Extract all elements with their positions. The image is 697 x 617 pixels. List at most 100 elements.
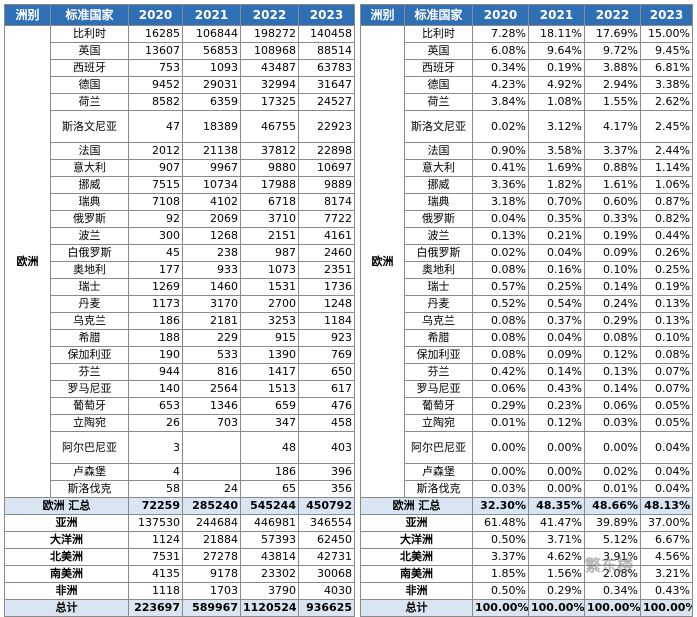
table-row: 卢森堡 4 186 396	[5, 463, 355, 481]
table-row: 大洋洲 1124 21884 57393 62450	[4, 531, 355, 549]
value-cell: 244684	[182, 514, 241, 532]
value-cell: 0.00%	[472, 431, 529, 464]
value-cell: 0.06%	[472, 380, 529, 398]
value-cell: 0.13%	[640, 312, 693, 330]
table-row: 非洲 0.50% 0.29% 0.34% 0.43%	[360, 582, 693, 600]
value-cell: 3	[128, 431, 183, 464]
value-cell: 7.28%	[472, 25, 529, 43]
country-cell: 阿尔巴尼亚	[404, 431, 473, 464]
country-cell: 斯洛伐克	[50, 480, 129, 498]
region-cell: 亚洲	[4, 514, 129, 532]
value-cell: 3.84%	[472, 93, 529, 111]
value-cell: 0.14%	[584, 278, 641, 296]
value-cell: 1120524	[240, 599, 299, 617]
table-row: 奥地利 0.08% 0.16% 0.10% 0.25%	[361, 261, 693, 279]
value-cell: 0.00%	[584, 431, 641, 464]
value-cell: 659	[240, 397, 299, 415]
region-cell: 非洲	[360, 582, 473, 600]
table-row: 斯洛文尼亚 47 18389 46755 22923	[5, 110, 355, 143]
value-cell: 933	[182, 261, 241, 279]
value-cell: 4161	[298, 227, 355, 245]
value-cell: 915	[240, 329, 299, 347]
region-cell: 欧洲	[360, 25, 405, 498]
table-row: 瑞典 7108 4102 6718 8174	[5, 193, 355, 211]
value-cell: 2.45%	[640, 110, 693, 143]
value-cell: 0.35%	[528, 210, 585, 228]
value-cell: 936625	[298, 599, 355, 617]
value-cell: 285240	[182, 497, 241, 515]
value-cell: 0.08%	[472, 261, 529, 279]
value-cell: 346554	[298, 514, 355, 532]
table-row: 欧洲 比利时 16285 106844 198272 140458	[4, 25, 355, 498]
value-cell: 0.01%	[584, 480, 641, 498]
value-cell: 0.04%	[640, 480, 693, 498]
value-cell: 4.23%	[472, 76, 529, 94]
value-cell: 2151	[240, 227, 299, 245]
value-cell: 100.00%	[472, 599, 529, 617]
country-cell: 乌克兰	[404, 312, 473, 330]
value-cell: 396	[298, 463, 355, 481]
country-cell: 瑞典	[404, 193, 473, 211]
value-cell: 26	[128, 414, 183, 432]
value-cell: 39.89%	[584, 514, 641, 532]
value-cell: 48.66%	[584, 497, 641, 515]
value-cell: 92	[128, 210, 183, 228]
value-cell: 0.06%	[584, 397, 641, 415]
table-row: 希腊 0.08% 0.04% 0.08% 0.10%	[361, 329, 693, 347]
table-row: 卢森堡 0.00% 0.00% 0.02% 0.04%	[361, 463, 693, 481]
value-cell: 987	[240, 244, 299, 262]
value-cell: 0.13%	[472, 227, 529, 245]
value-cell: 88514	[298, 42, 355, 60]
country-cell: 葡萄牙	[50, 397, 129, 415]
table-row: 南美洲 1.85% 1.56% 2.08% 3.21%	[360, 565, 693, 583]
summary-label: 欧洲 汇总	[360, 497, 473, 515]
country-cell: 斯洛文尼亚	[404, 110, 473, 143]
value-cell: 9452	[128, 76, 183, 94]
value-cell: 0.26%	[640, 244, 693, 262]
value-cell: 17.69%	[584, 25, 641, 43]
summary-label: 欧洲 汇总	[4, 497, 129, 515]
value-cell: 0.50%	[472, 531, 529, 549]
table-row: 芬兰 944 816 1417 650	[5, 363, 355, 381]
value-cell: 0.90%	[472, 142, 529, 160]
value-cell: 140458	[298, 25, 355, 43]
value-cell: 1513	[240, 380, 299, 398]
table-row: 波兰 0.13% 0.21% 0.19% 0.44%	[361, 227, 693, 245]
region-cell: 非洲	[4, 582, 129, 600]
export-volume-table: 洲别 标准国家 2020 2021 2022 2023 欧洲 比利时 16285 106844 1…	[4, 4, 355, 617]
country-cell: 奥地利	[404, 261, 473, 279]
value-cell: 3.37%	[584, 142, 641, 160]
value-cell: 2564	[182, 380, 241, 398]
country-cell: 希腊	[404, 329, 473, 347]
table-row: 南美洲 4135 9178 23302 30068	[4, 565, 355, 583]
value-cell: 653	[128, 397, 183, 415]
column-header: 标准国家	[404, 4, 473, 26]
value-cell: 347	[240, 414, 299, 432]
country-cell: 希腊	[50, 329, 129, 347]
column-header: 2020	[128, 4, 183, 26]
value-cell: 589967	[182, 599, 241, 617]
value-cell: 106844	[182, 25, 241, 43]
value-cell: 0.08%	[472, 346, 529, 364]
value-cell: 0.07%	[640, 380, 693, 398]
value-cell: 0.04%	[528, 329, 585, 347]
value-cell: 1073	[240, 261, 299, 279]
region-cell: 大洋洲	[360, 531, 473, 549]
country-cell: 卢森堡	[404, 463, 473, 481]
value-cell: 0.21%	[528, 227, 585, 245]
value-cell: 4.17%	[584, 110, 641, 143]
value-cell: 0.09%	[584, 244, 641, 262]
value-cell: 4.92%	[528, 76, 585, 94]
value-cell: 4	[128, 463, 183, 481]
value-cell: 2.44%	[640, 142, 693, 160]
table-row: 荷兰 8582 6359 17325 24527	[5, 93, 355, 111]
value-cell: 3.88%	[584, 59, 641, 77]
value-cell: 48.13%	[640, 497, 693, 515]
country-cell: 斯洛伐克	[404, 480, 473, 498]
total-row: 总计 100.00% 100.00% 100.00% 100.00%	[360, 599, 693, 617]
value-cell: 0.29%	[472, 397, 529, 415]
region-cell: 北美洲	[4, 548, 129, 566]
value-cell: 545244	[240, 497, 299, 515]
country-cell: 芬兰	[50, 363, 129, 381]
value-cell: 1173	[128, 295, 183, 313]
